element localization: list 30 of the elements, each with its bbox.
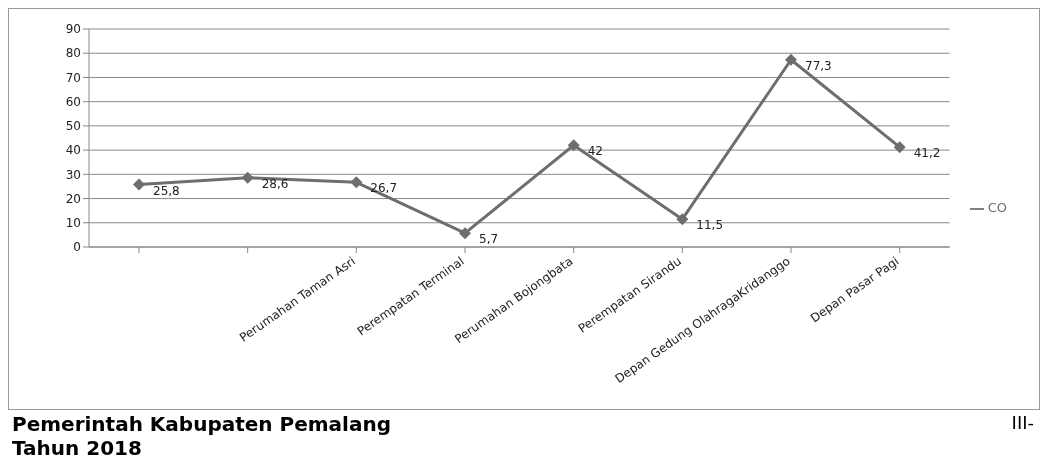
point bbox=[241, 171, 254, 184]
legend-label: CO bbox=[987, 200, 1007, 216]
y-tick-label: 60 bbox=[65, 94, 81, 109]
point bbox=[785, 53, 798, 66]
y-tick-label: 10 bbox=[65, 216, 81, 231]
data-label: 77,3 bbox=[805, 58, 832, 73]
data-label: 11,5 bbox=[696, 218, 724, 233]
y-tick-label: 0 bbox=[73, 240, 81, 255]
point bbox=[133, 178, 145, 191]
y-tick-label: 20 bbox=[65, 191, 81, 206]
text: Tahun 2018 bbox=[12, 436, 143, 460]
y-tick-label: 80 bbox=[65, 46, 81, 61]
point bbox=[459, 227, 472, 240]
point bbox=[350, 176, 363, 189]
point bbox=[893, 141, 906, 154]
y-tick-label: 90 bbox=[65, 22, 81, 37]
point bbox=[567, 139, 580, 152]
y-tick-label: 40 bbox=[65, 143, 81, 158]
y-tick-label: 70 bbox=[65, 70, 81, 85]
text: III- bbox=[1011, 412, 1034, 433]
y-tick-label: 50 bbox=[65, 119, 81, 134]
text: Pemerintah Kabupaten Pemalang bbox=[12, 412, 391, 436]
data-label: 28,6 bbox=[261, 176, 289, 191]
data-label: 26,7 bbox=[370, 181, 398, 196]
data-label: 41,2 bbox=[913, 146, 941, 161]
point bbox=[676, 213, 689, 226]
data-label: 25,8 bbox=[153, 183, 180, 198]
data-label: 42 bbox=[587, 144, 603, 159]
data-label: 5,7 bbox=[479, 232, 499, 247]
y-tick-label: 30 bbox=[65, 167, 81, 182]
